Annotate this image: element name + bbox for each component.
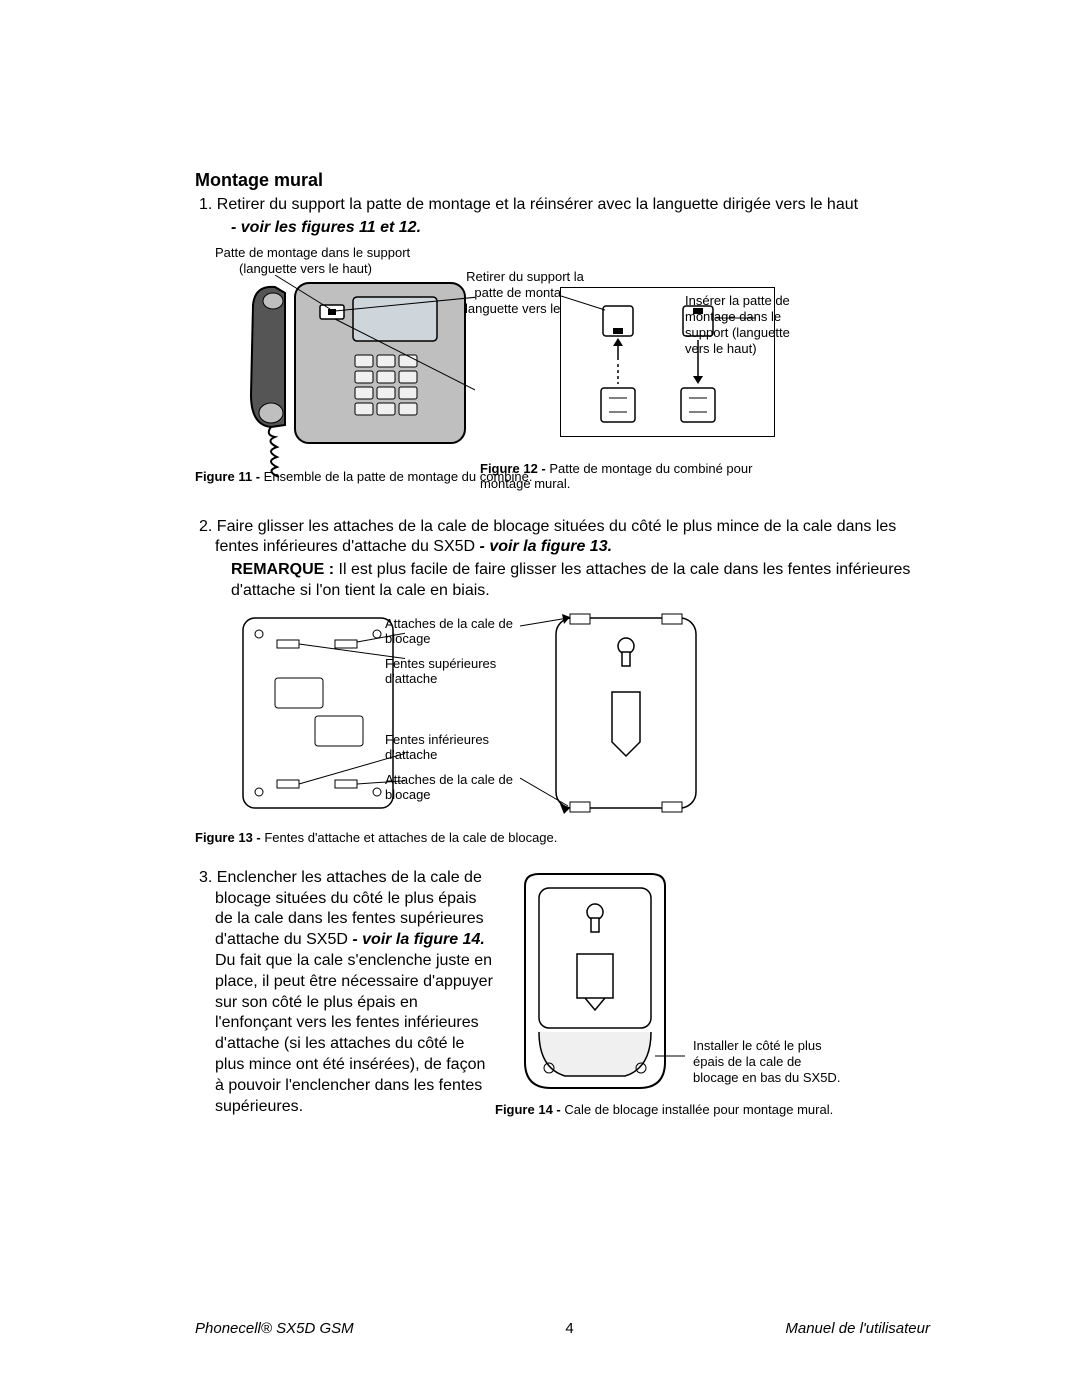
fig14-side-label: Installer le côté le plus épais de la ca… xyxy=(693,1038,843,1098)
section-title: Montage mural xyxy=(195,170,930,191)
step-1: 1. Retirer du support la patte de montag… xyxy=(215,195,930,216)
fig11-mid-l1: Retirer du support la xyxy=(466,269,584,284)
figure-13-caption: Figure 13 - Fentes d'attache et attaches… xyxy=(195,830,557,845)
figure-14-block: Installer le côté le plus épais de la ca… xyxy=(495,868,843,1118)
fig11-top-left-l2: (languette vers le haut) xyxy=(239,261,372,276)
step-2-num: 2. xyxy=(199,518,212,535)
footer-right: Manuel de l'utilisateur xyxy=(785,1320,930,1337)
step-2-remark: REMARQUE : Il est plus facile de faire g… xyxy=(231,560,930,602)
figure-12-caption: Figure 12 - Patte de montage du combiné … xyxy=(480,461,760,491)
footer-page-number: 4 xyxy=(565,1320,573,1337)
fig11-top-left-l1: Patte de montage dans le support xyxy=(215,245,410,260)
fig13-left-svg xyxy=(235,612,405,822)
fig14-cap-t: Cale de blocage installée pour montage m… xyxy=(561,1102,833,1117)
step-3-b: Du fait que la cale s'enclenche juste en… xyxy=(215,952,493,1115)
fig11-cap-b: Figure 11 - xyxy=(195,469,260,484)
footer-left: Phonecell® SX5D GSM xyxy=(195,1320,354,1337)
fig13-lbl-sup: Fentes supérieures d'attache xyxy=(385,656,535,687)
figure-11-12-region: Patte de montage dans le support (langue… xyxy=(195,245,930,515)
page-footer: Phonecell® SX5D GSM 4 Manuel de l'utilis… xyxy=(195,1320,930,1337)
document-page: Montage mural 1. Retirer du support la p… xyxy=(0,0,1080,1397)
phone-illustration xyxy=(215,275,475,485)
step-1-text: Retirer du support la patte de montage e… xyxy=(217,196,858,213)
fig13-lbl-inf: Fentes inférieures d'attache xyxy=(385,732,535,763)
step-2: 2. Faire glisser les attaches de la cale… xyxy=(215,517,930,559)
fig13-right-svg xyxy=(520,612,710,822)
step-3-num: 3. xyxy=(199,869,212,886)
figure-14-caption: Figure 14 - Cale de blocage installée po… xyxy=(495,1102,843,1117)
fig11-top-left-label: Patte de montage dans le support (langue… xyxy=(215,245,435,278)
figure-13-region: Attaches de la cale de blocage Fentes su… xyxy=(195,612,930,862)
fig14-cap-b: Figure 14 - xyxy=(495,1102,561,1117)
step-3-text-block: 3. Enclencher les attaches de la cale de… xyxy=(195,868,495,1118)
step-1-num: 1. xyxy=(199,196,212,213)
fig12-cap-b: Figure 12 - xyxy=(480,461,546,476)
step-3-and-figure-14: 3. Enclencher les attaches de la cale de… xyxy=(195,868,930,1118)
fig13-cap-b: Figure 13 - xyxy=(195,830,261,845)
step-3-ref: - voir la figure 14. xyxy=(348,931,485,948)
step-2-ref: - voir la figure 13. xyxy=(475,538,612,555)
fig12-right-label: Insérer la patte de montage dans le supp… xyxy=(685,293,815,358)
step-2-remark-label: REMARQUE : xyxy=(231,561,334,578)
step-1-ref: - voir les figures 11 et 12. xyxy=(231,218,930,239)
fig14-svg xyxy=(505,868,685,1098)
fig13-cap-t: Fentes d'attache et attaches de la cale … xyxy=(261,830,558,845)
